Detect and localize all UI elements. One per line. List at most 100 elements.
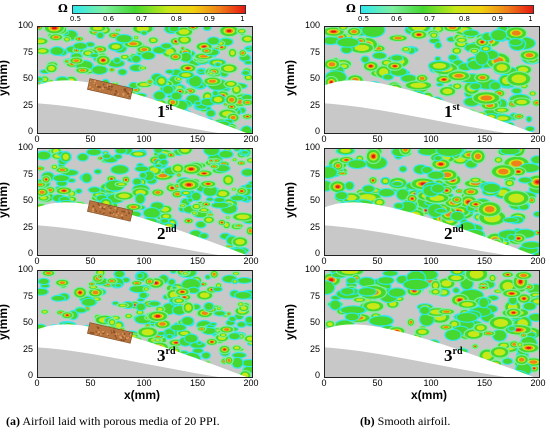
y-tick-label: 50 [23,195,34,205]
airfoil-body [38,103,219,133]
x-tick-label: 150 [477,256,493,266]
x-tick-label: 0 [321,378,327,388]
colorbar-tick: 1 [528,15,533,23]
y-tick-label: 0 [315,126,321,136]
x-tick-label: 0 [321,256,327,266]
x-tick-label: 200 [530,378,546,388]
position-label: 3rd [444,346,463,366]
vorticity-contour [38,271,252,377]
x-tick-label: 100 [136,134,152,144]
x-tick-label: 0 [34,134,40,144]
x-tick-label: 150 [190,256,206,266]
position-suffix: rd [165,346,176,357]
caption-a-tag: (a) [6,414,20,428]
position-label: 1st [157,102,173,122]
x-tick-label: 200 [243,256,259,266]
x-axis-label: x(mm) [124,388,161,402]
porous-media-strip [87,322,134,344]
y-tick-label: 75 [310,46,321,57]
airfoil-body [325,347,506,377]
x-tick-label: 150 [477,378,493,388]
y-axis-label: y(mm) [0,181,11,219]
colorbar-tick: 0.7 [136,15,148,23]
contour-plot [37,148,253,256]
x-tick-label: 150 [477,134,493,144]
airfoil-body [38,225,219,255]
y-tick-label: 50 [310,317,321,327]
caption-a: (a) Airfoil laid with porous media of 20… [6,414,220,429]
x-tick-label: 50 [372,378,383,388]
vorticity-contour [38,27,252,133]
colorbar-gradient [360,5,534,14]
position-label: 3rd [157,346,176,366]
contour-plot [324,148,540,256]
colorbar-tick: 0.9 [491,15,504,23]
x-tick-label: 0 [321,134,327,144]
y-tick-label: 0 [315,370,321,380]
x-tick-label: 100 [423,378,439,388]
caption-b-text: Smooth airfoil. [374,414,451,428]
colorbar-tick: 0.5 [357,15,370,23]
y-tick-label: 75 [23,290,34,301]
contour-plot [37,26,253,134]
y-tick-label: 75 [310,168,321,179]
position-label: 2nd [157,224,177,244]
position-number: 1 [157,102,166,121]
position-suffix: rd [452,346,463,357]
colorbar-tick: 1 [240,15,245,23]
airfoil-body [38,347,219,377]
x-tick-label: 0 [34,256,40,266]
y-axis-label: y(mm) [283,181,298,219]
porous-media-strip [87,200,134,222]
y-tick-label: 0 [28,370,34,380]
y-tick-label: 25 [310,99,321,110]
vorticity-contour [325,149,539,255]
vorticity-contour [325,271,539,377]
position-number: 1 [444,102,453,121]
y-tick-label: 100 [305,142,321,152]
position-suffix: nd [165,224,177,235]
y-tick-label: 75 [23,168,34,179]
colorbar-tick: 0.8 [458,15,470,23]
position-suffix: nd [452,224,464,235]
x-tick-label: 200 [530,134,546,144]
caption-b: (b) Smooth airfoil. [360,414,450,429]
y-tick-label: 100 [305,264,321,274]
x-tick-label: 200 [243,134,259,144]
x-tick-label: 200 [530,256,546,266]
y-tick-label: 0 [28,126,34,136]
caption-b-tag: (b) [360,414,375,428]
contour-plot [324,270,540,378]
position-label: 1st [444,102,460,122]
x-tick-label: 50 [85,256,96,266]
colorbar-gradient [72,5,246,14]
position-suffix: st [452,102,460,113]
x-tick-label: 100 [136,378,152,388]
y-tick-label: 100 [18,264,34,274]
y-tick-label: 50 [310,195,321,205]
x-tick-label: 200 [243,378,259,388]
y-tick-label: 0 [315,248,321,258]
y-tick-label: 75 [23,46,34,57]
vorticity-contour [325,27,539,133]
position-number: 3 [444,346,453,365]
y-tick-label: 25 [310,221,321,232]
y-tick-label: 75 [310,290,321,301]
position-number: 3 [157,346,166,365]
x-tick-label: 100 [423,256,439,266]
y-tick-label: 0 [28,248,34,258]
colorbar-tick: 0.6 [390,15,403,23]
x-tick-label: 50 [85,378,96,388]
position-number: 2 [444,224,453,243]
x-tick-label: 50 [372,256,383,266]
position-number: 2 [157,224,166,243]
y-axis-label: y(mm) [0,59,11,97]
x-tick-label: 0 [34,378,40,388]
position-suffix: st [165,102,173,113]
y-tick-label: 25 [23,343,34,354]
colorbar-tick: 0.6 [102,15,115,23]
y-tick-label: 100 [305,20,321,30]
colorbar-tick: 0.5 [69,15,82,23]
y-tick-label: 100 [18,142,34,152]
x-tick-label: 50 [372,134,383,144]
